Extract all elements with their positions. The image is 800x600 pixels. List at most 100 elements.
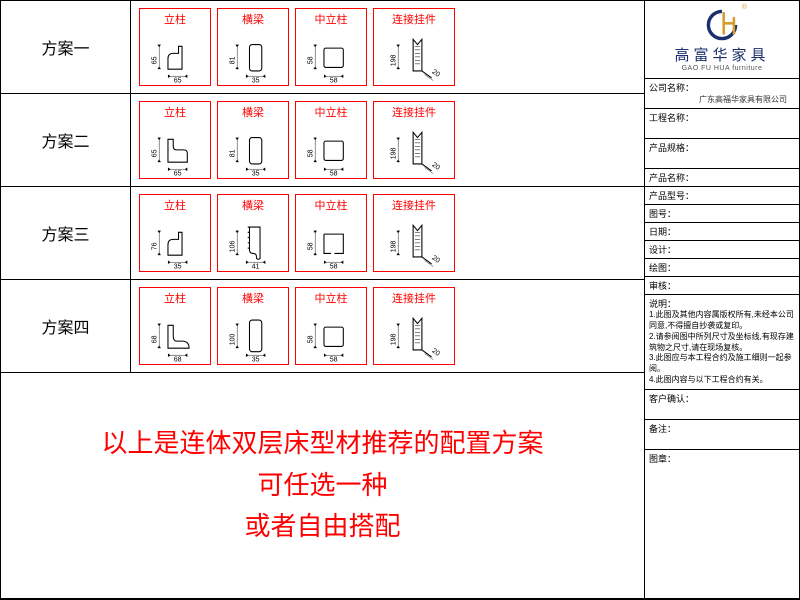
notes-title: 说明： [649,298,795,310]
svg-text:58: 58 [308,242,315,250]
svg-text:20: 20 [430,348,440,358]
svg-text:35: 35 [252,170,260,177]
bottom-note: 以上是连体双层床型材推荐的配置方案 可任选一种 或者自由搭配 [1,373,644,599]
svg-text:198: 198 [391,240,398,252]
profile-title: 连接挂件 [392,197,436,213]
svg-text:100: 100 [230,333,237,345]
field-date: 日期： [645,223,799,241]
svg-text:58: 58 [330,263,338,270]
profile-title: 连接挂件 [392,290,436,306]
profile-box: 中立柱 58 58 [295,194,367,272]
plan-row: 方案一 立柱 65 65 横梁 81 35 中立柱 58 58 连接挂件 198 20 [1,1,644,94]
svg-text:58: 58 [308,56,315,64]
logo-box: ® 高富华家具 GAO FU HUA furniture [645,1,799,79]
profile-box: 立柱6868 [139,287,211,365]
svg-text:20: 20 [430,162,440,172]
svg-text:65: 65 [152,56,159,64]
svg-text:198: 198 [391,54,398,66]
profile-title: 立柱 [164,197,186,213]
plan-label: 方案一 [1,1,131,93]
note-2: 2.请参阅图中所列尺寸及坐标线,有现存建筑物之尺寸,请在现场复核。 [649,332,795,354]
svg-text:58: 58 [330,77,338,84]
drawing-sheet: 方案一立柱6565横梁8135中立柱5858连接挂件19820方案二立柱6565… [0,0,800,600]
profile-title: 横梁 [242,11,264,27]
svg-text:65: 65 [174,77,182,84]
profile-box: 横梁 81 35 [217,8,289,86]
svg-text:58: 58 [330,356,338,363]
field-remark: 备注： [645,420,799,450]
brand-cn: 高富华家具 [674,44,769,65]
profile-title: 立柱 [164,104,186,120]
plan-row: 方案四立柱6868横梁10035中立柱5858连接挂件19820 [1,280,644,373]
field-stamp: 图章： [645,450,799,599]
profile-title: 连接挂件 [392,104,436,120]
brand-en: GAO FU HUA furniture [682,65,763,72]
field-spec: 产品规格： [645,139,799,169]
svg-text:41: 41 [252,263,260,270]
field-project: 工程名称： [645,109,799,139]
profile-title: 横梁 [242,104,264,120]
profile-title: 连接挂件 [392,11,436,27]
profiles-container: 立柱 76 35 横梁 106 41 中立柱 58 58 连接挂件 198 20 [131,187,644,279]
profile-title: 中立柱 [315,290,348,306]
svg-text:58: 58 [308,335,315,343]
note-1: 1.此图及其他内容属版权所有,未经本公司同意,不得擅自抄袭或复印。 [649,310,795,332]
profile-title: 立柱 [164,290,186,306]
svg-text:81: 81 [230,56,237,64]
field-name: 产品名称： [645,169,799,187]
svg-text:58: 58 [308,149,315,157]
notes-box: 说明： 1.此图及其他内容属版权所有,未经本公司同意,不得擅自抄袭或复印。 2.… [645,295,799,390]
note-line2: 可任选一种 [257,465,387,507]
profile-box: 横梁 81 35 [217,101,289,179]
note-3: 3.此图应与本工程合约及施工细则一起参阅。 [649,353,795,375]
profiles-container: 立柱6565横梁8135中立柱5858连接挂件19820 [131,94,644,186]
svg-text:35: 35 [252,77,260,84]
profile-title: 中立柱 [315,197,348,213]
field-draw: 绘图： [645,259,799,277]
field-model: 产品型号： [645,187,799,205]
plan-label: 方案三 [1,187,131,279]
field-fig: 图号： [645,205,799,223]
profile-box: 立柱 76 35 [139,194,211,272]
svg-text:68: 68 [152,335,159,343]
svg-text:65: 65 [152,149,159,157]
profile-box: 中立柱5858 [295,101,367,179]
plan-label: 方案四 [1,280,131,372]
profile-box: 连接挂件 198 20 [373,287,455,365]
plan-row: 方案二立柱6565横梁8135中立柱5858连接挂件19820 [1,94,644,187]
profile-title: 中立柱 [315,104,348,120]
profile-box: 中立柱 58 58 [295,287,367,365]
note-line1: 以上是连体双层床型材推荐的配置方案 [101,423,543,465]
registered-icon: ® [742,4,747,11]
field-confirm: 客户确认： [645,390,799,420]
svg-text:76: 76 [152,242,159,250]
field-design: 设计： [645,241,799,259]
profile-box: 连接挂件19820 [373,101,455,179]
profile-box: 横梁 106 41 [217,194,289,272]
svg-text:198: 198 [391,333,398,345]
profile-title: 中立柱 [315,11,348,27]
profile-title: 横梁 [242,290,264,306]
note-4: 4.此图内容与以下工程合约有关。 [649,375,795,386]
logo-icon: ® [705,8,739,42]
svg-text:35: 35 [252,356,260,363]
svg-text:35: 35 [174,263,182,270]
main-area: 方案一立柱6565横梁8135中立柱5858连接挂件19820方案二立柱6565… [1,1,644,599]
profile-title: 立柱 [164,11,186,27]
field-review: 审核： [645,277,799,295]
plan-label: 方案二 [1,94,131,186]
profile-box: 立柱 65 65 [139,101,211,179]
svg-text:20: 20 [430,69,440,79]
plan-row: 方案三 立柱 76 35 横梁 106 41 中立柱 58 58 连接挂件 198 20 [1,187,644,280]
profile-title: 横梁 [242,197,264,213]
svg-text:106: 106 [230,240,237,252]
field-company: 公司名称： 广东高福华家具有限公司 [645,79,799,109]
profile-box: 连接挂件 198 20 [373,194,455,272]
svg-text:81: 81 [230,149,237,157]
svg-text:65: 65 [174,170,182,177]
profiles-container: 立柱6868横梁10035中立柱5858连接挂件19820 [131,280,644,372]
svg-text:20: 20 [430,255,440,265]
profile-box: 立柱 65 65 [139,8,211,86]
title-block: ® 高富华家具 GAO FU HUA furniture 公司名称： 广东高福华… [644,1,799,599]
profiles-container: 立柱 65 65 横梁 81 35 中立柱 58 58 连接挂件 198 20 [131,1,644,93]
